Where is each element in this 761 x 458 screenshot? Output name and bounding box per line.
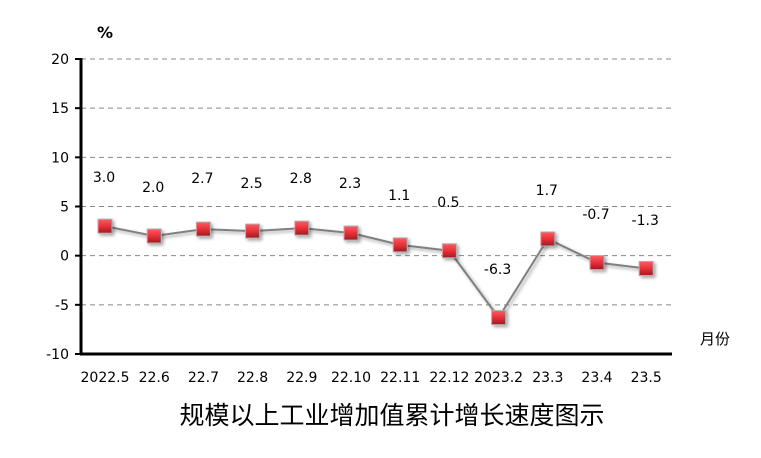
data-label: 2.0 bbox=[142, 180, 164, 196]
data-label: 1.1 bbox=[388, 188, 410, 204]
x-tick-label: 2022.5 bbox=[81, 370, 130, 386]
data-point bbox=[195, 221, 211, 237]
data-point bbox=[97, 218, 113, 234]
x-tick-label: 23.3 bbox=[532, 370, 563, 386]
chart-title: 规模以上工业增加值累计增长速度图示 bbox=[179, 401, 604, 430]
y-tick-label: 20 bbox=[51, 52, 69, 68]
x-tick-label: 23.5 bbox=[631, 370, 662, 386]
y-axis-unit: % bbox=[97, 23, 113, 42]
y-tick-label: 5 bbox=[60, 200, 69, 216]
data-label: -6.3 bbox=[484, 262, 511, 278]
x-tick-label: 22.6 bbox=[139, 370, 170, 386]
y-tick-label: 10 bbox=[51, 150, 69, 166]
y-tick-label: -5 bbox=[55, 298, 69, 314]
data-point bbox=[245, 223, 261, 239]
data-label: 2.5 bbox=[240, 176, 262, 192]
data-label: 2.7 bbox=[191, 171, 213, 187]
y-tick-label: 15 bbox=[51, 101, 69, 117]
x-axis-label: 月份 bbox=[700, 330, 730, 348]
y-tick-label: -10 bbox=[46, 347, 69, 363]
x-tick-label: 22.9 bbox=[286, 370, 317, 386]
data-point bbox=[343, 225, 359, 241]
data-label: 3.0 bbox=[93, 170, 115, 186]
y-tick-label: 0 bbox=[60, 249, 69, 265]
x-tick-label: 22.11 bbox=[380, 370, 420, 386]
data-label: 0.5 bbox=[437, 195, 459, 211]
x-tick-label: 22.10 bbox=[331, 370, 371, 386]
data-point bbox=[146, 228, 162, 244]
data-point bbox=[589, 255, 605, 271]
x-tick-label: 2023.2 bbox=[474, 370, 523, 386]
data-point bbox=[491, 310, 507, 326]
data-point bbox=[540, 231, 556, 247]
x-tick-label: 22.7 bbox=[188, 370, 219, 386]
data-point bbox=[294, 220, 310, 236]
x-tick-label: 22.8 bbox=[237, 370, 268, 386]
x-tick-label: 22.12 bbox=[429, 370, 469, 386]
data-point bbox=[638, 260, 654, 276]
data-point bbox=[441, 243, 457, 259]
data-label: -0.7 bbox=[582, 207, 609, 223]
data-label: -1.3 bbox=[632, 213, 659, 229]
data-label: 2.3 bbox=[339, 176, 361, 192]
x-tick-label: 23.4 bbox=[581, 370, 612, 386]
data-label: 1.7 bbox=[536, 183, 558, 199]
data-point bbox=[392, 237, 408, 253]
data-label: 2.8 bbox=[290, 171, 312, 187]
series-line bbox=[104, 225, 647, 320]
